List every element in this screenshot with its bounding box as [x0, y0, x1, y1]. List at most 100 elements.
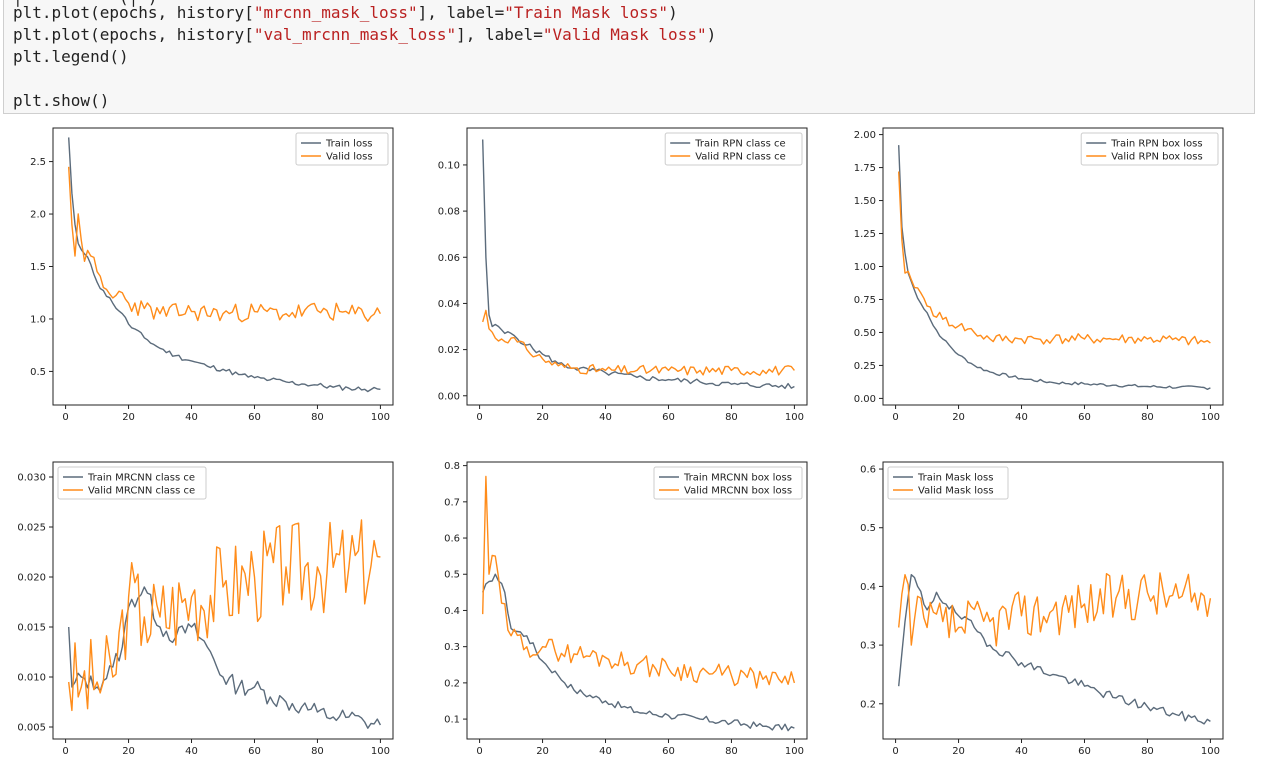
y-tick-label: 0.010	[17, 673, 46, 684]
y-tick-label: 1.50	[854, 196, 876, 207]
x-tick-label: 20	[536, 746, 549, 757]
legend-label: Valid Mask loss	[918, 486, 994, 497]
x-tick-label: 100	[371, 412, 390, 423]
x-tick-label: 60	[1078, 412, 1091, 423]
x-tick-label: 100	[785, 746, 804, 757]
x-tick-label: 20	[536, 412, 549, 423]
y-tick-label: 0.1	[444, 715, 460, 726]
plot-area	[882, 461, 1224, 740]
code-text: )	[706, 25, 717, 44]
x-tick-label: 100	[785, 412, 804, 423]
code-line: plt.plot(epochs, history["mrcnn_mask_los…	[13, 3, 678, 23]
y-tick-label: 0.00	[438, 391, 460, 402]
y-tick-label: 2.0	[30, 210, 46, 221]
x-tick-label: 100	[1201, 412, 1220, 423]
code-string: "Train Mask loss"	[504, 3, 669, 22]
series-line-valid	[68, 166, 382, 323]
legend-label: Valid MRCNN box loss	[684, 486, 792, 497]
code-line-cut: ┌──────────(┌─)	[13, 0, 158, 8]
series-line-train	[898, 574, 1211, 725]
chart-5: 0 20 40 60 80 100 0.1 0.2 0.3 0.4 0.5 0.6 0.7 0.8 Trai…	[444, 461, 808, 757]
legend-label: Train RPN box loss	[1110, 139, 1202, 150]
x-tick-label: 0	[62, 746, 68, 757]
y-tick-label: 0.25	[854, 361, 876, 372]
legend-box	[653, 466, 803, 500]
plot-area	[466, 461, 808, 740]
y-tick-label: 0.50	[854, 328, 876, 339]
code-text: )	[668, 3, 678, 22]
legend: Train RPN box loss Valid RPN box loss	[1080, 132, 1219, 166]
chart-1: 0 20 40 60 80 100 0.5 1.0 1.5 2.0 2.5 Train loss Val…	[30, 127, 394, 423]
code-string: "val_mrcnn_mask_loss"	[253, 25, 457, 44]
legend-label: Train loss	[325, 139, 373, 150]
x-tick-label: 60	[662, 412, 675, 423]
y-tick-label: 0.04	[438, 299, 460, 310]
y-tick-label: 0.10	[438, 160, 460, 171]
code-text: ], label=	[456, 25, 543, 44]
y-tick-label: 0.025	[17, 523, 46, 534]
x-tick-label: 60	[248, 412, 261, 423]
code-line: plt.plot(epochs, history["val_mrcnn_mask…	[13, 25, 716, 45]
x-tick-label: 80	[725, 412, 738, 423]
y-tick-label: 0.7	[444, 497, 460, 508]
x-tick-label: 0	[476, 746, 482, 757]
legend-label: Train Mask loss	[917, 473, 993, 484]
y-tick-label: 0.030	[17, 473, 46, 484]
y-tick-label: 0.5	[30, 367, 46, 378]
x-tick-label: 0	[892, 412, 898, 423]
y-tick-label: 2.5	[30, 157, 46, 168]
y-tick-label: 1.75	[854, 163, 876, 174]
legend: Train Mask loss Valid Mask loss	[887, 466, 1009, 500]
x-tick-label: 40	[1015, 412, 1028, 423]
chart-6: 0 20 40 60 80 100 0.2 0.3 0.4 0.5 0.6 Train Mask lo…	[860, 461, 1224, 757]
y-tick-label: 1.00	[854, 262, 876, 273]
y-tick-label: 0.005	[17, 723, 46, 734]
code-text: plt.plot(epochs, history[	[13, 3, 254, 22]
x-tick-label: 40	[1015, 746, 1028, 757]
x-tick-label: 60	[662, 746, 675, 757]
code-text: ], label=	[417, 3, 505, 22]
legend-box	[295, 132, 389, 166]
x-tick-label: 80	[725, 746, 738, 757]
x-tick-label: 40	[599, 746, 612, 757]
x-tick-label: 40	[185, 746, 198, 757]
series-line-train	[482, 139, 795, 390]
code-line: plt.show()	[13, 91, 109, 111]
charts-canvas: 0 20 40 60 80 100 0.5 1.0 1.5 2.0 2.5 Train loss Val…	[17, 127, 1224, 757]
y-tick-label: 0.2	[860, 699, 876, 710]
x-tick-label: 60	[248, 746, 261, 757]
y-tick-label: 0.4	[444, 606, 460, 617]
code-text: plt.show()	[13, 91, 110, 110]
legend-label: Valid RPN class ce	[695, 152, 786, 163]
x-tick-label: 0	[62, 412, 68, 423]
y-tick-label: 0.6	[860, 465, 876, 476]
y-tick-label: 0.4	[860, 582, 876, 593]
legend-label: Valid MRCNN class ce	[88, 486, 195, 497]
x-tick-label: 100	[371, 746, 390, 757]
series-line-valid	[482, 309, 795, 376]
y-tick-label: 0.3	[444, 642, 460, 653]
y-tick-label: 0.6	[444, 534, 460, 545]
x-tick-label: 20	[122, 412, 135, 423]
y-tick-label: 0.020	[17, 573, 46, 584]
code-cell[interactable]: ┌──────────(┌─) plt.plot(epochs, history…	[3, 0, 1255, 114]
legend: Train MRCNN box loss Valid MRCNN box loss	[653, 466, 803, 500]
series-line-train	[898, 145, 1211, 390]
legend-label: Train MRCNN class ce	[87, 473, 195, 484]
x-tick-label: 40	[185, 412, 198, 423]
plot-area	[52, 461, 394, 740]
code-text: plt.legend()	[13, 47, 129, 66]
legend: Train MRCNN class ce Valid MRCNN class ce	[57, 466, 207, 500]
x-tick-label: 0	[892, 746, 898, 757]
series-line-valid	[898, 572, 1212, 647]
code-text: plt.plot(epochs, history[	[13, 25, 254, 44]
x-tick-label: 0	[476, 412, 482, 423]
y-tick-label: 1.25	[854, 229, 876, 240]
y-tick-label: 1.0	[30, 314, 46, 325]
x-tick-label: 80	[311, 412, 324, 423]
x-tick-label: 20	[122, 746, 135, 757]
series-line-train	[482, 573, 795, 732]
legend-box	[887, 466, 1009, 500]
x-tick-label: 20	[952, 746, 965, 757]
y-tick-label: 0.3	[860, 641, 876, 652]
